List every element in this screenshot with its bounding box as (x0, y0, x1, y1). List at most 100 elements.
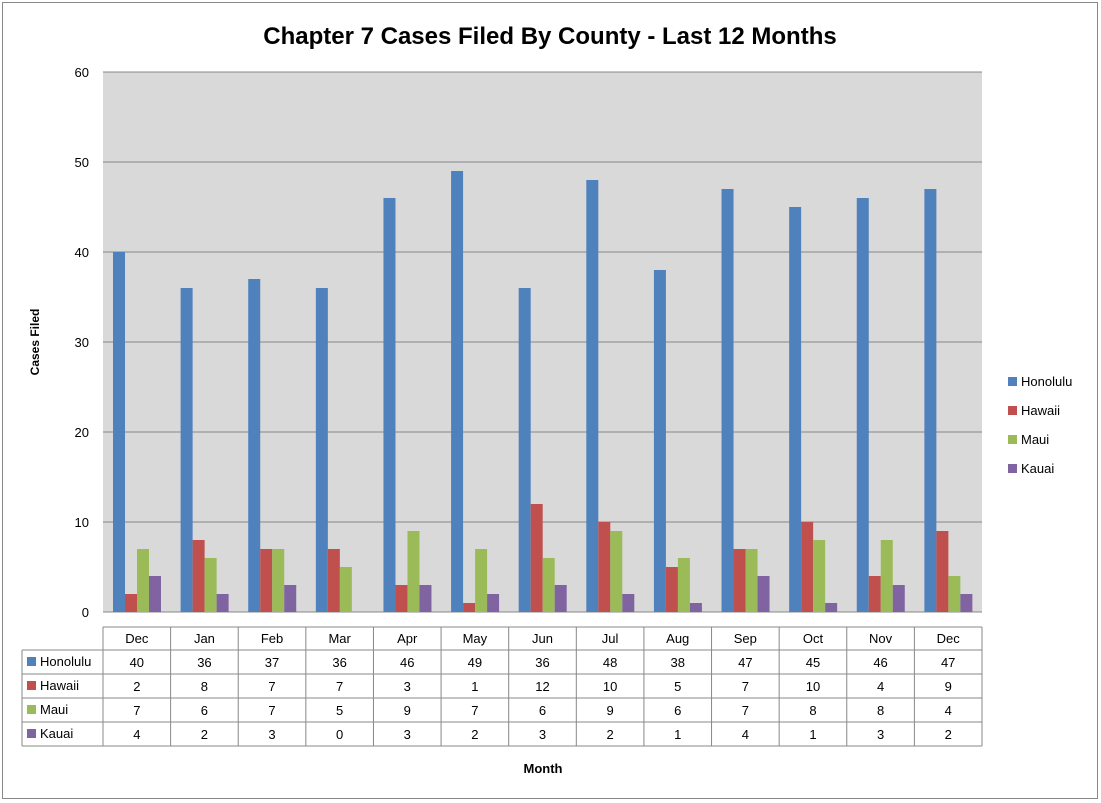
bar-hawaii (868, 576, 881, 612)
bar-maui (948, 576, 961, 612)
bar-kauai (216, 594, 229, 612)
x-tick-label: Jan (194, 631, 215, 646)
data-label: 1 (809, 727, 816, 742)
data-label: 47 (738, 655, 752, 670)
data-label: 3 (404, 727, 411, 742)
bar-honolulu (383, 198, 396, 612)
data-label: 9 (945, 679, 952, 694)
data-label: 7 (133, 703, 140, 718)
table-legend-key (27, 657, 36, 666)
data-label: 1 (674, 727, 681, 742)
data-label: 3 (877, 727, 884, 742)
x-tick-label: Dec (937, 631, 961, 646)
bar-kauai (960, 594, 973, 612)
data-label: 6 (674, 703, 681, 718)
legend-label: Honolulu (1021, 374, 1072, 389)
x-tick-label: May (463, 631, 488, 646)
bar-honolulu (180, 288, 193, 612)
bar-honolulu (113, 252, 125, 612)
x-tick-label: Dec (125, 631, 149, 646)
bar-honolulu (789, 207, 802, 612)
bar-maui (339, 567, 352, 612)
data-label: 4 (742, 727, 749, 742)
bar-honolulu (653, 270, 666, 612)
y-axis-label: Cases Filed (28, 309, 42, 376)
data-label: 0 (336, 727, 343, 742)
bar-maui (813, 540, 826, 612)
bar-kauai (892, 585, 905, 612)
bar-maui (542, 558, 555, 612)
bar-hawaii (125, 594, 137, 612)
bar-honolulu (451, 171, 464, 612)
data-label: 4 (877, 679, 884, 694)
data-label: 37 (265, 655, 279, 670)
y-tick-label: 50 (75, 155, 89, 170)
table-legend-key (27, 681, 36, 690)
data-label: 7 (742, 703, 749, 718)
bar-hawaii (598, 522, 611, 612)
data-label: 3 (404, 679, 411, 694)
data-label: 49 (468, 655, 482, 670)
y-tick-label: 0 (82, 605, 89, 620)
data-label: 7 (336, 679, 343, 694)
table-series-label: Hawaii (40, 678, 79, 693)
data-label: 8 (809, 703, 816, 718)
bar-kauai (757, 576, 770, 612)
data-label: 7 (742, 679, 749, 694)
bar-honolulu (924, 189, 937, 612)
data-label: 7 (268, 679, 275, 694)
data-label: 2 (201, 727, 208, 742)
data-label: 4 (945, 703, 952, 718)
legend-key (1008, 377, 1017, 386)
y-tick-label: 40 (75, 245, 89, 260)
bar-maui (272, 549, 285, 612)
table-series-label: Kauai (40, 726, 73, 741)
x-tick-label: Aug (666, 631, 689, 646)
x-axis-label: Month (524, 761, 563, 776)
data-label: 3 (268, 727, 275, 742)
bar-maui (677, 558, 690, 612)
legend-key (1008, 406, 1017, 415)
y-tick-label: 20 (75, 425, 89, 440)
legend-key (1008, 464, 1017, 473)
y-tick-label: 60 (75, 65, 89, 80)
bar-kauai (487, 594, 500, 612)
data-label: 36 (197, 655, 211, 670)
bar-hawaii (936, 531, 949, 612)
table-series-label: Honolulu (40, 654, 91, 669)
bar-kauai (284, 585, 297, 612)
data-label: 2 (945, 727, 952, 742)
data-label: 12 (535, 679, 549, 694)
legend-label: Maui (1021, 432, 1049, 447)
data-label: 5 (674, 679, 681, 694)
data-label: 10 (603, 679, 617, 694)
bar-kauai (689, 603, 702, 612)
x-tick-label: Jul (602, 631, 619, 646)
bar-maui (407, 531, 420, 612)
data-label: 7 (268, 703, 275, 718)
x-tick-label: Mar (328, 631, 351, 646)
data-label: 36 (535, 655, 549, 670)
bar-hawaii (192, 540, 205, 612)
bar-maui (475, 549, 488, 612)
data-label: 38 (670, 655, 684, 670)
legend-label: Kauai (1021, 461, 1054, 476)
bar-hawaii (395, 585, 408, 612)
data-label: 9 (606, 703, 613, 718)
x-tick-label: Feb (261, 631, 283, 646)
bar-kauai (622, 594, 635, 612)
data-label: 36 (332, 655, 346, 670)
data-label: 8 (201, 679, 208, 694)
data-label: 9 (404, 703, 411, 718)
bar-honolulu (315, 288, 328, 612)
data-label: 6 (201, 703, 208, 718)
data-label: 10 (806, 679, 820, 694)
bar-kauai (825, 603, 838, 612)
bar-kauai (554, 585, 567, 612)
data-label: 6 (539, 703, 546, 718)
bar-maui (204, 558, 217, 612)
data-label: 47 (941, 655, 955, 670)
y-tick-label: 10 (75, 515, 89, 530)
bar-maui (880, 540, 893, 612)
